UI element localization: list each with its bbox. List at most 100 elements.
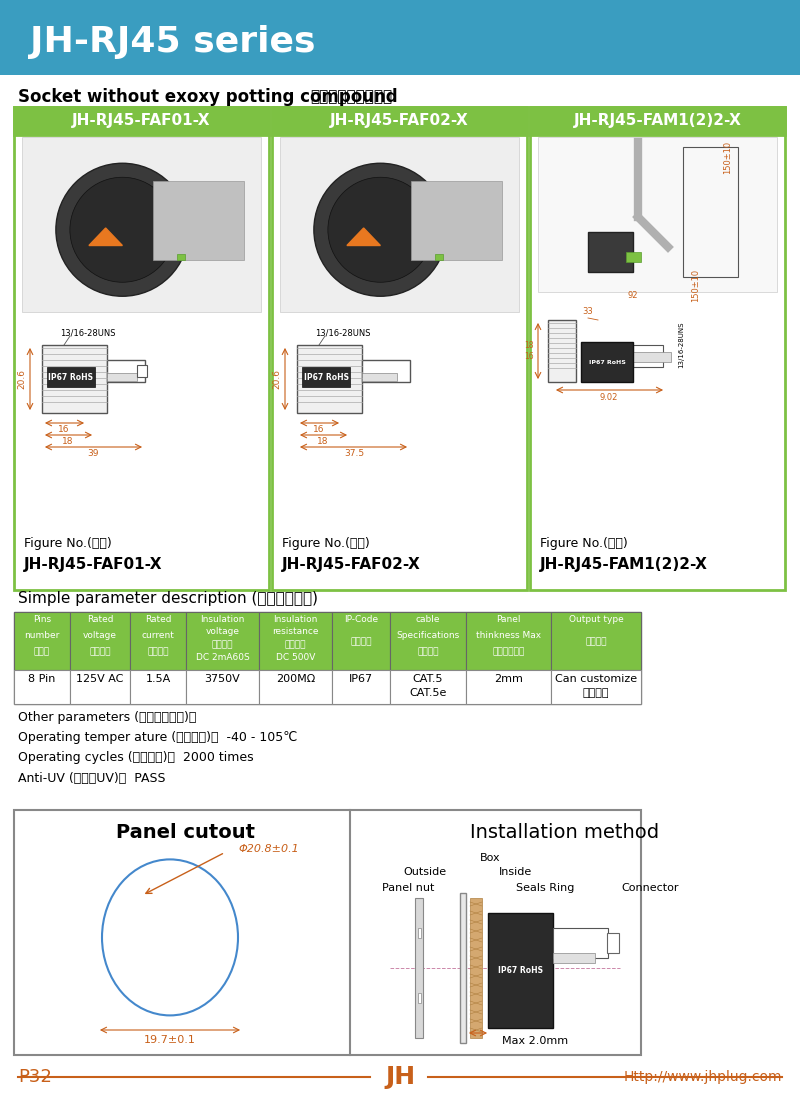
Bar [551, 670, 641, 704]
Bar [548, 320, 576, 382]
Bar [470, 898, 482, 1038]
Text: IP-Code: IP-Code [344, 614, 378, 623]
Text: CAT.5e: CAT.5e [410, 688, 446, 698]
Text: Figure No.(图号): Figure No.(图号) [24, 536, 112, 549]
Text: thinkness Max: thinkness Max [476, 631, 541, 640]
Circle shape [56, 163, 189, 297]
Circle shape [70, 178, 175, 282]
Text: voltage: voltage [206, 628, 239, 636]
Text: 18: 18 [318, 437, 329, 446]
Bar [154, 181, 244, 259]
Text: JH-RJ45-FAF02-X: JH-RJ45-FAF02-X [282, 557, 421, 572]
Bar [633, 345, 663, 367]
Text: 18
16: 18 16 [524, 341, 534, 361]
Text: 20.6: 20.6 [273, 370, 282, 389]
Bar [530, 107, 785, 590]
Text: Outside: Outside [403, 867, 446, 877]
Bar [362, 373, 397, 381]
Bar [0, 0, 800, 75]
Bar [466, 670, 551, 704]
Bar [607, 933, 619, 953]
Text: CAT.5: CAT.5 [413, 674, 443, 684]
Text: 125V AC: 125V AC [76, 674, 124, 684]
Text: Max 2.0mm: Max 2.0mm [502, 1036, 568, 1046]
Text: Socket without exoxy potting compound: Socket without exoxy potting compound [18, 88, 398, 106]
Circle shape [328, 178, 433, 282]
Bar [488, 913, 553, 1028]
Text: current: current [142, 631, 174, 640]
Bar [683, 147, 738, 277]
Text: Figure No.(图号): Figure No.(图号) [540, 536, 628, 549]
Text: JH-RJ45-FAM1(2)2-X: JH-RJ45-FAM1(2)2-X [574, 114, 742, 129]
Polygon shape [89, 228, 122, 246]
Text: P32: P32 [18, 1068, 52, 1086]
Bar [259, 612, 332, 670]
Text: Panel cutout: Panel cutout [115, 823, 254, 842]
Text: 16: 16 [314, 425, 325, 433]
Text: 19.7±0.1: 19.7±0.1 [144, 1035, 196, 1045]
Text: JH-RJ45-FAF02-X: JH-RJ45-FAF02-X [330, 114, 469, 129]
Bar [42, 345, 107, 413]
Bar [70, 612, 130, 670]
Text: 13/16-28UNS: 13/16-28UNS [315, 329, 370, 338]
Bar [14, 670, 70, 704]
Circle shape [314, 163, 447, 297]
Text: JH: JH [385, 1065, 415, 1089]
Bar [466, 612, 551, 670]
Bar [70, 670, 130, 704]
Text: 37.5: 37.5 [345, 449, 365, 458]
Text: Figure No.(图号): Figure No.(图号) [282, 536, 370, 549]
Text: 92: 92 [628, 290, 638, 300]
Text: 额定电压: 额定电压 [90, 647, 110, 656]
Text: 1.5A: 1.5A [146, 674, 170, 684]
Bar [14, 810, 641, 1054]
Bar [302, 367, 350, 387]
Bar [332, 670, 390, 704]
Text: 150±10: 150±10 [691, 268, 701, 301]
Text: Specifications: Specifications [396, 631, 460, 640]
Bar [130, 612, 186, 670]
Text: 绍缘电阻: 绍缘电阻 [285, 640, 306, 650]
Text: 绍缘电压: 绍缘电压 [212, 640, 234, 650]
Bar [14, 612, 70, 670]
Bar [411, 181, 502, 259]
Text: Other parameters (其它技术参数)：: Other parameters (其它技术参数)： [18, 711, 196, 725]
Bar [47, 367, 95, 387]
Bar [107, 373, 137, 381]
Bar [14, 107, 269, 590]
Text: 8 Pin: 8 Pin [28, 674, 56, 684]
Bar [588, 232, 633, 272]
Text: 18: 18 [62, 437, 74, 446]
Text: 150±10: 150±10 [723, 140, 733, 173]
Text: IP67 RoHS: IP67 RoHS [498, 966, 542, 975]
Bar [418, 993, 421, 1003]
Bar [538, 137, 777, 292]
Text: Connector: Connector [622, 884, 678, 893]
Bar [130, 670, 186, 704]
Text: 20.6: 20.6 [18, 370, 26, 389]
Bar [186, 670, 259, 704]
Text: Pins: Pins [33, 614, 51, 623]
Text: 筱体最大厂度: 筱体最大厂度 [492, 647, 525, 656]
Text: Http://www.jhplug.com: Http://www.jhplug.com [623, 1070, 782, 1084]
Bar [415, 898, 423, 1038]
Text: Seals Ring: Seals Ring [516, 884, 574, 893]
Text: Panel nut: Panel nut [382, 884, 434, 893]
Bar [259, 670, 332, 704]
Text: 电缆规格: 电缆规格 [418, 647, 438, 656]
Bar [553, 953, 595, 963]
Text: 可以定制: 可以定制 [582, 688, 610, 698]
Text: 插针数: 插针数 [34, 647, 50, 656]
Text: cable: cable [416, 614, 440, 623]
Text: IP67 RoHS: IP67 RoHS [303, 373, 349, 382]
Text: Φ20.8±0.1: Φ20.8±0.1 [238, 845, 298, 855]
Text: 13/16-28UNS: 13/16-28UNS [678, 322, 684, 368]
Bar [272, 107, 527, 590]
Text: Rated: Rated [86, 614, 114, 623]
Text: Anti-UV (户外抗UV)：  PASS: Anti-UV (户外抗UV)： PASS [18, 771, 166, 784]
Text: 2mm: 2mm [494, 674, 523, 684]
Bar [280, 137, 519, 312]
Text: Simple parameter description (简要参数描述): Simple parameter description (简要参数描述) [18, 590, 318, 606]
Text: 33: 33 [582, 308, 594, 317]
Text: Operating cycles (插拔寿命)：  2000 times: Operating cycles (插拔寿命)： 2000 times [18, 751, 254, 764]
